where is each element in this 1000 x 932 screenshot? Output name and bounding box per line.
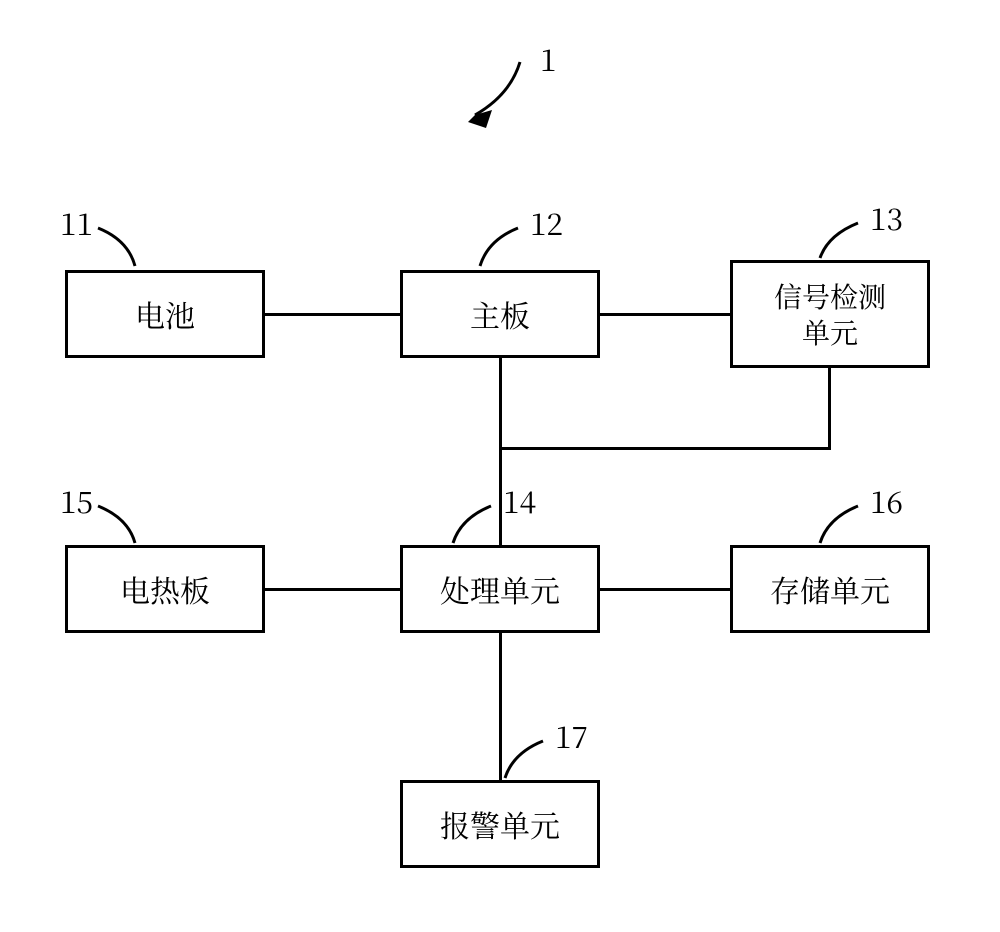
edge-14-16 (600, 588, 730, 591)
edge-15-14 (265, 588, 400, 591)
edge-14-17 (499, 633, 502, 780)
edge-11-12 (265, 313, 400, 316)
edge-12-13 (600, 313, 730, 316)
edge-12-14 (499, 358, 502, 545)
edge-13-14-v (828, 368, 831, 450)
edge-13-14-h (502, 447, 831, 450)
diagram-canvas: 1 电池 11 主板 12 信号检测 单元 13 处理单元 14 电热板 15 (0, 0, 1000, 932)
